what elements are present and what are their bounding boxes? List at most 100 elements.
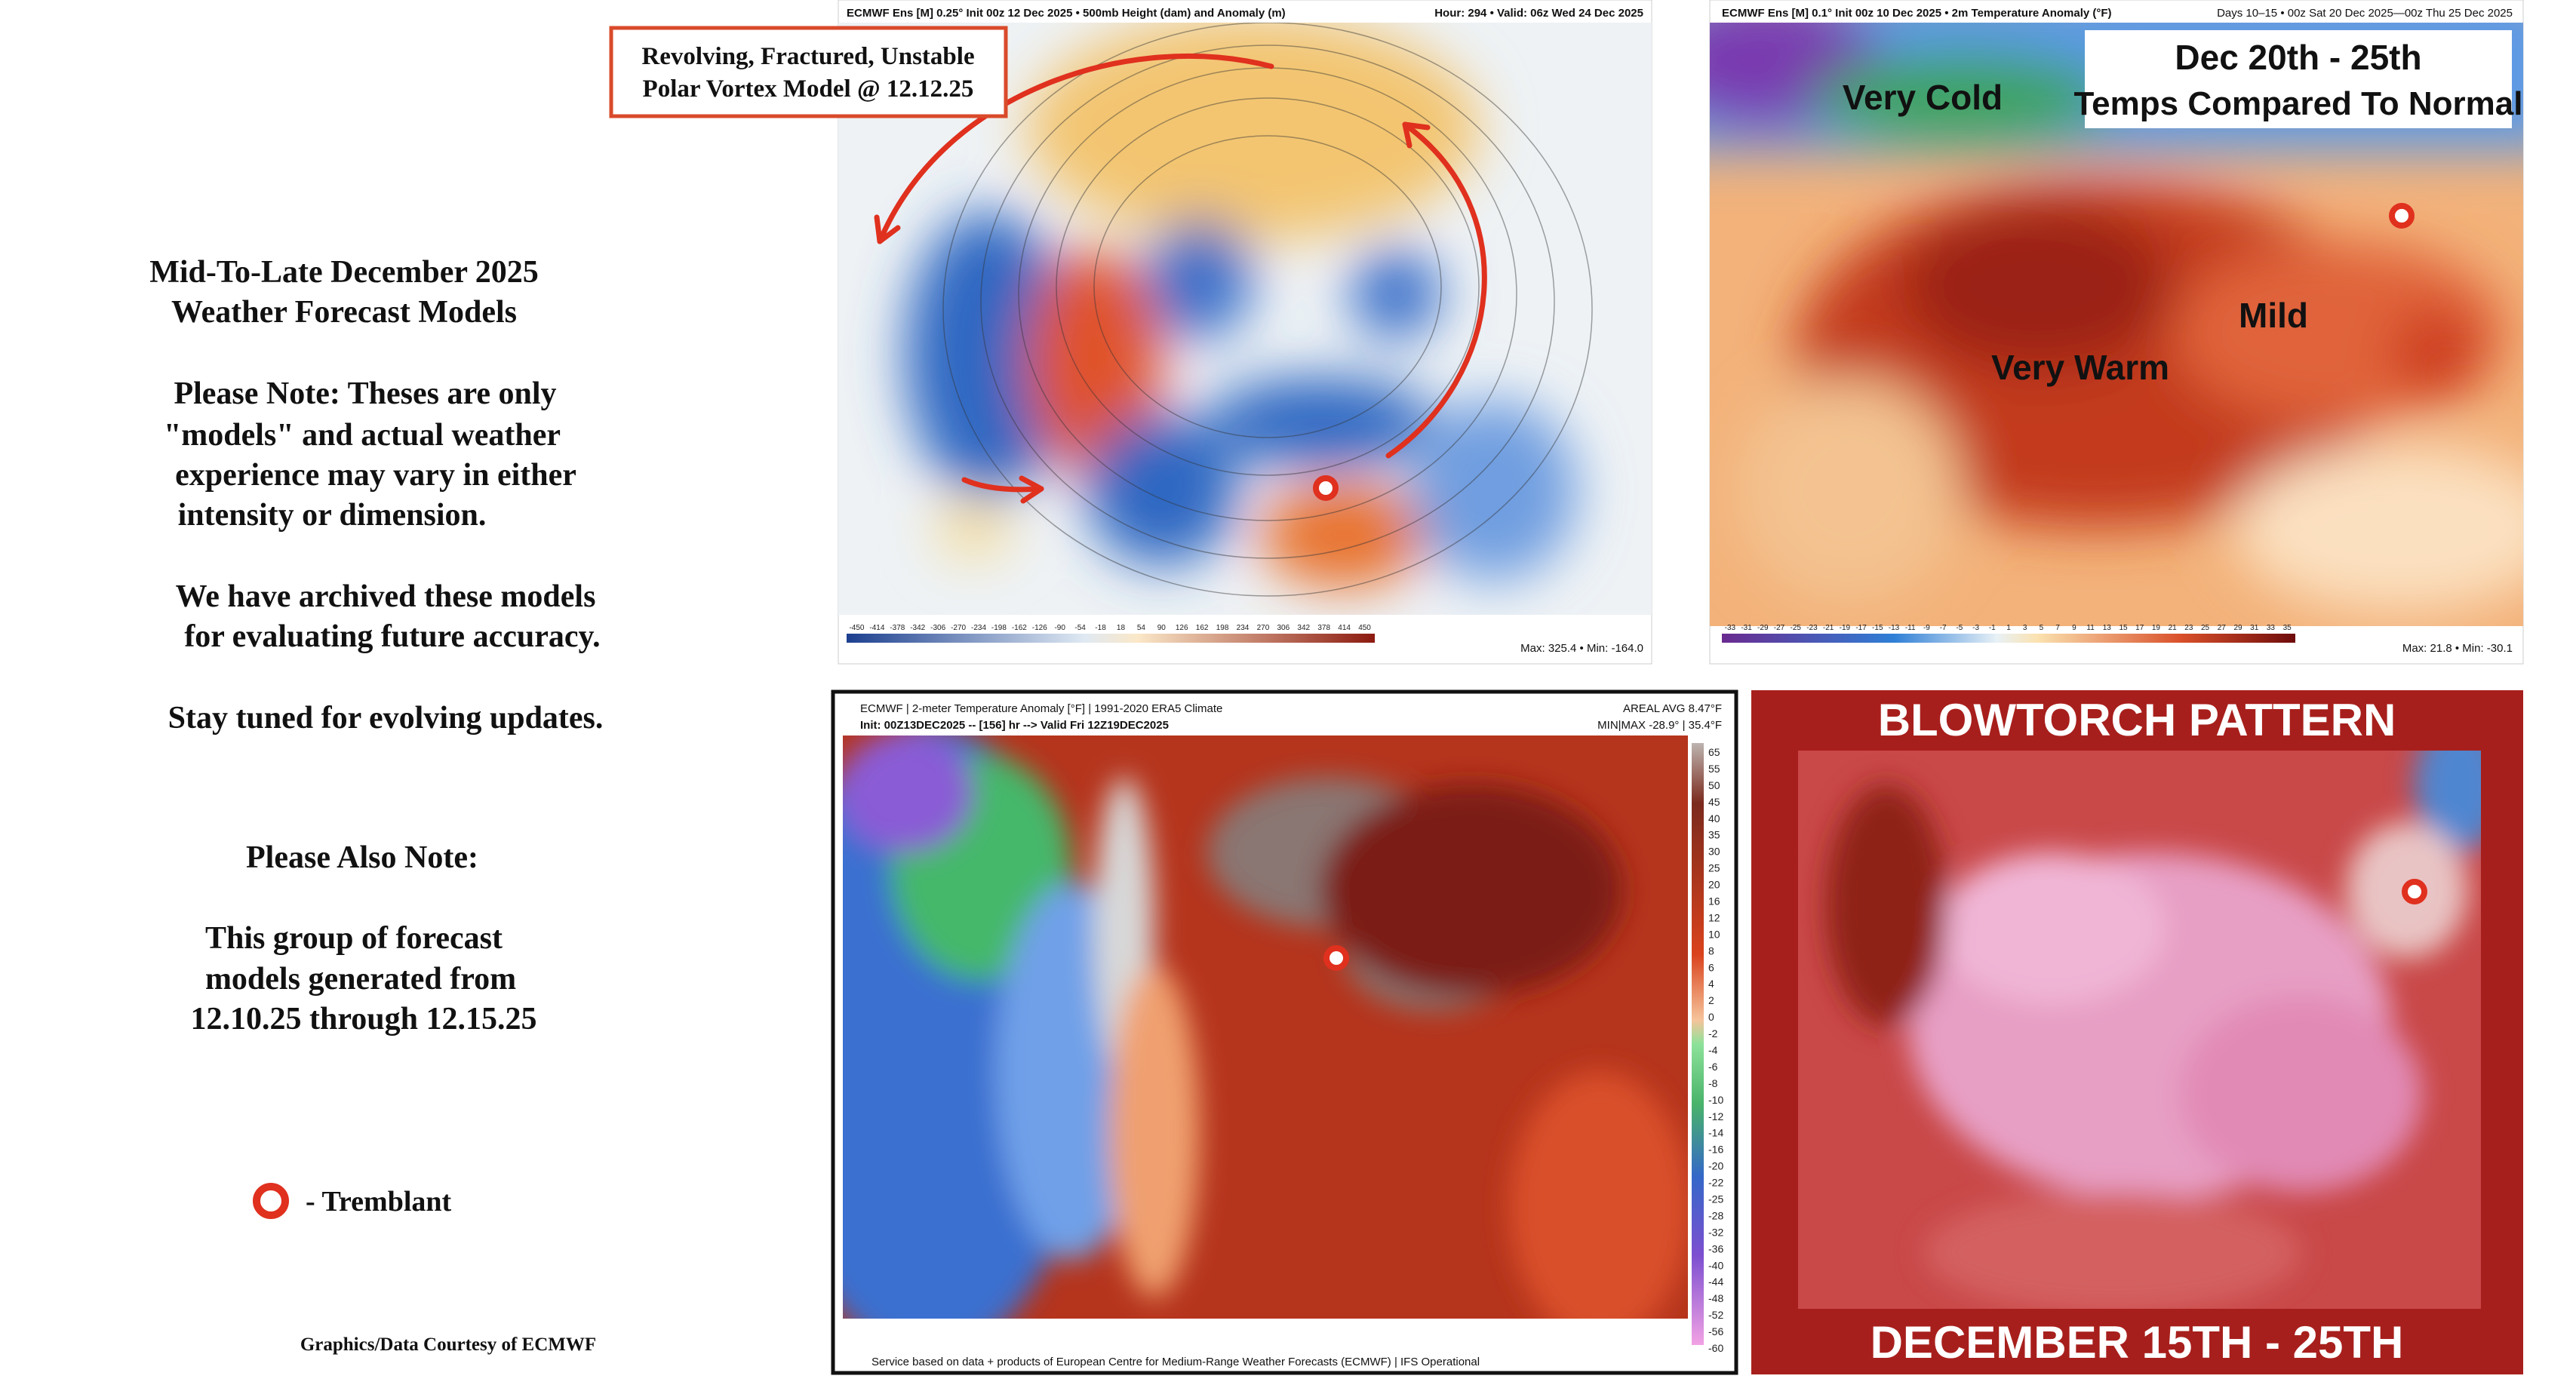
scale-label: -414 — [869, 624, 884, 632]
scale-label: 16 — [1708, 895, 1720, 907]
scale-label: -20 — [1708, 1160, 1723, 1172]
stay-tuned: Stay tuned for evolving updates. — [168, 701, 604, 735]
scale-label: 8 — [1708, 944, 1714, 957]
scale-label: 18 — [1117, 624, 1126, 632]
scale-label: 20 — [1708, 879, 1720, 891]
scale-label: 35 — [1708, 829, 1720, 841]
scale-label: 3 — [2023, 624, 2027, 632]
panel-header: Days 10–15 • 00z Sat 20 Dec 2025—00z Thu… — [2217, 7, 2513, 20]
scale-label: 378 — [1317, 624, 1330, 632]
scale-label: -12 — [1708, 1110, 1723, 1122]
panel-header: AREAL AVG 8.47°F — [1623, 702, 1722, 715]
scale-label: -162 — [1012, 624, 1027, 632]
scale-label: 414 — [1338, 624, 1351, 632]
scale-label: -23 — [1806, 624, 1818, 632]
callout-line: Revolving, Fractured, Unstable — [641, 43, 974, 70]
scale-label: -15 — [1872, 624, 1883, 632]
panel-header: ECMWF Ens [M] 0.1° Init 00z 10 Dec 2025 … — [1722, 7, 2112, 20]
scale-label: -10 — [1708, 1094, 1723, 1106]
scale-label: 30 — [1708, 846, 1720, 858]
scale-label: 15 — [2119, 624, 2128, 632]
archive-line: We have archived these models — [176, 579, 596, 614]
scale-label: 19 — [2152, 624, 2161, 632]
scale-label: 40 — [1708, 812, 1720, 825]
archive-line: for evaluating future accuracy. — [184, 619, 600, 654]
scale-label: 45 — [1708, 796, 1720, 808]
scale-label: 6 — [1708, 961, 1714, 973]
scale-label: -1 — [1989, 624, 1996, 632]
scale-label: 198 — [1216, 624, 1229, 632]
also-note-title: Please Also Note: — [246, 840, 478, 875]
tremblant-marker — [1313, 475, 1339, 501]
tremblant-marker — [2389, 203, 2415, 229]
scale-label: 90 — [1157, 624, 1167, 632]
scale-label: 54 — [1137, 624, 1146, 632]
tremblant-marker — [1323, 945, 1349, 971]
scale-label: 5 — [2040, 624, 2044, 632]
note-line: intensity or dimension. — [178, 498, 487, 533]
scale-label: -25 — [1708, 1193, 1723, 1205]
intro-line: Weather Forecast Models — [171, 295, 517, 330]
scale-label: -52 — [1708, 1309, 1723, 1321]
scale-label: 4 — [1708, 978, 1714, 990]
tremblant-marker — [2402, 879, 2427, 904]
scale-label: -28 — [1708, 1209, 1723, 1221]
scale-label: 12 — [1708, 911, 1720, 923]
panel-footer: DECEMBER 15TH - 25TH — [1871, 1317, 2404, 1368]
scale-label: -3 — [1972, 624, 1979, 632]
scale-label: 21 — [2169, 624, 2178, 632]
panel-header: ECMWF Ens [M] 0.25° Init 00z 12 Dec 2025… — [847, 7, 1286, 20]
panel-ifs: ECMWF | 2-meter Temperature Anomaly [°F]… — [831, 689, 1738, 1375]
scale-label: -9 — [1923, 624, 1930, 632]
scale-label: 162 — [1196, 624, 1209, 632]
scale-label: 25 — [2201, 624, 2210, 632]
scale-label: -54 — [1074, 624, 1086, 632]
note-line: Please Note: Theses are only — [174, 376, 556, 411]
legend-text: - Tremblant — [306, 1186, 452, 1218]
map-label: Very Warm — [1991, 348, 2169, 387]
map-label: Mild — [2239, 296, 2308, 335]
scale-label: -14 — [1708, 1127, 1723, 1139]
scale-label: -342 — [910, 624, 925, 632]
scale-label: -234 — [971, 624, 986, 632]
scale-label: 0 — [1708, 1011, 1714, 1023]
scale-label: 17 — [2135, 624, 2144, 632]
note-line: "models" and actual weather — [164, 418, 561, 453]
scale-label: -27 — [1774, 624, 1785, 632]
scale-label: -378 — [890, 624, 905, 632]
scale-label: 126 — [1176, 624, 1188, 632]
scale-label: 35 — [2283, 624, 2292, 632]
scale-label: 50 — [1708, 779, 1720, 791]
scale-label: -36 — [1708, 1242, 1723, 1254]
scale-label: 13 — [2103, 624, 2112, 632]
scale-label: 31 — [2250, 624, 2259, 632]
scale-label: 27 — [2218, 624, 2227, 632]
scale-label: 306 — [1277, 624, 1290, 632]
also-note-line: This group of forecast — [205, 921, 503, 956]
scale-label: 10 — [1708, 928, 1720, 940]
panel-header: Init: 00Z13DEC2025 -- [156] hr --> Valid… — [860, 719, 1169, 732]
also-note-line: models generated from — [205, 962, 516, 997]
scale-label: 11 — [2086, 624, 2095, 632]
scale-label: 2 — [1708, 994, 1714, 1006]
scale-label: -60 — [1708, 1342, 1723, 1354]
panel-title: BLOWTORCH PATTERN — [1878, 695, 2396, 745]
scale-label: -5 — [1956, 624, 1963, 632]
scale-label: -270 — [951, 624, 966, 632]
panel-header: MIN|MAX -28.9° | 35.4°F — [1597, 719, 1722, 732]
scale-label: -90 — [1054, 624, 1065, 632]
map-label: Temps Compared To Normal — [2074, 85, 2523, 122]
scale-label: -7 — [1940, 624, 1947, 632]
callout-line: Polar Vortex Model @ 12.12.25 — [643, 75, 974, 103]
scale-label: 342 — [1297, 624, 1310, 632]
scale-label: -25 — [1790, 624, 1801, 632]
scale-label: 450 — [1358, 624, 1371, 632]
scale-label: -29 — [1757, 624, 1769, 632]
scale-label: 25 — [1708, 862, 1720, 874]
scale-label: 7 — [2055, 624, 2060, 632]
scale-label: -22 — [1708, 1177, 1723, 1189]
panel-blowtorch: BLOWTORCH PATTERN DECEMBER 15TH - 25TH — [1751, 690, 2523, 1374]
scale-label: -31 — [1741, 624, 1752, 632]
credit: Graphics/Data Courtesy of ECMWF — [300, 1334, 596, 1355]
